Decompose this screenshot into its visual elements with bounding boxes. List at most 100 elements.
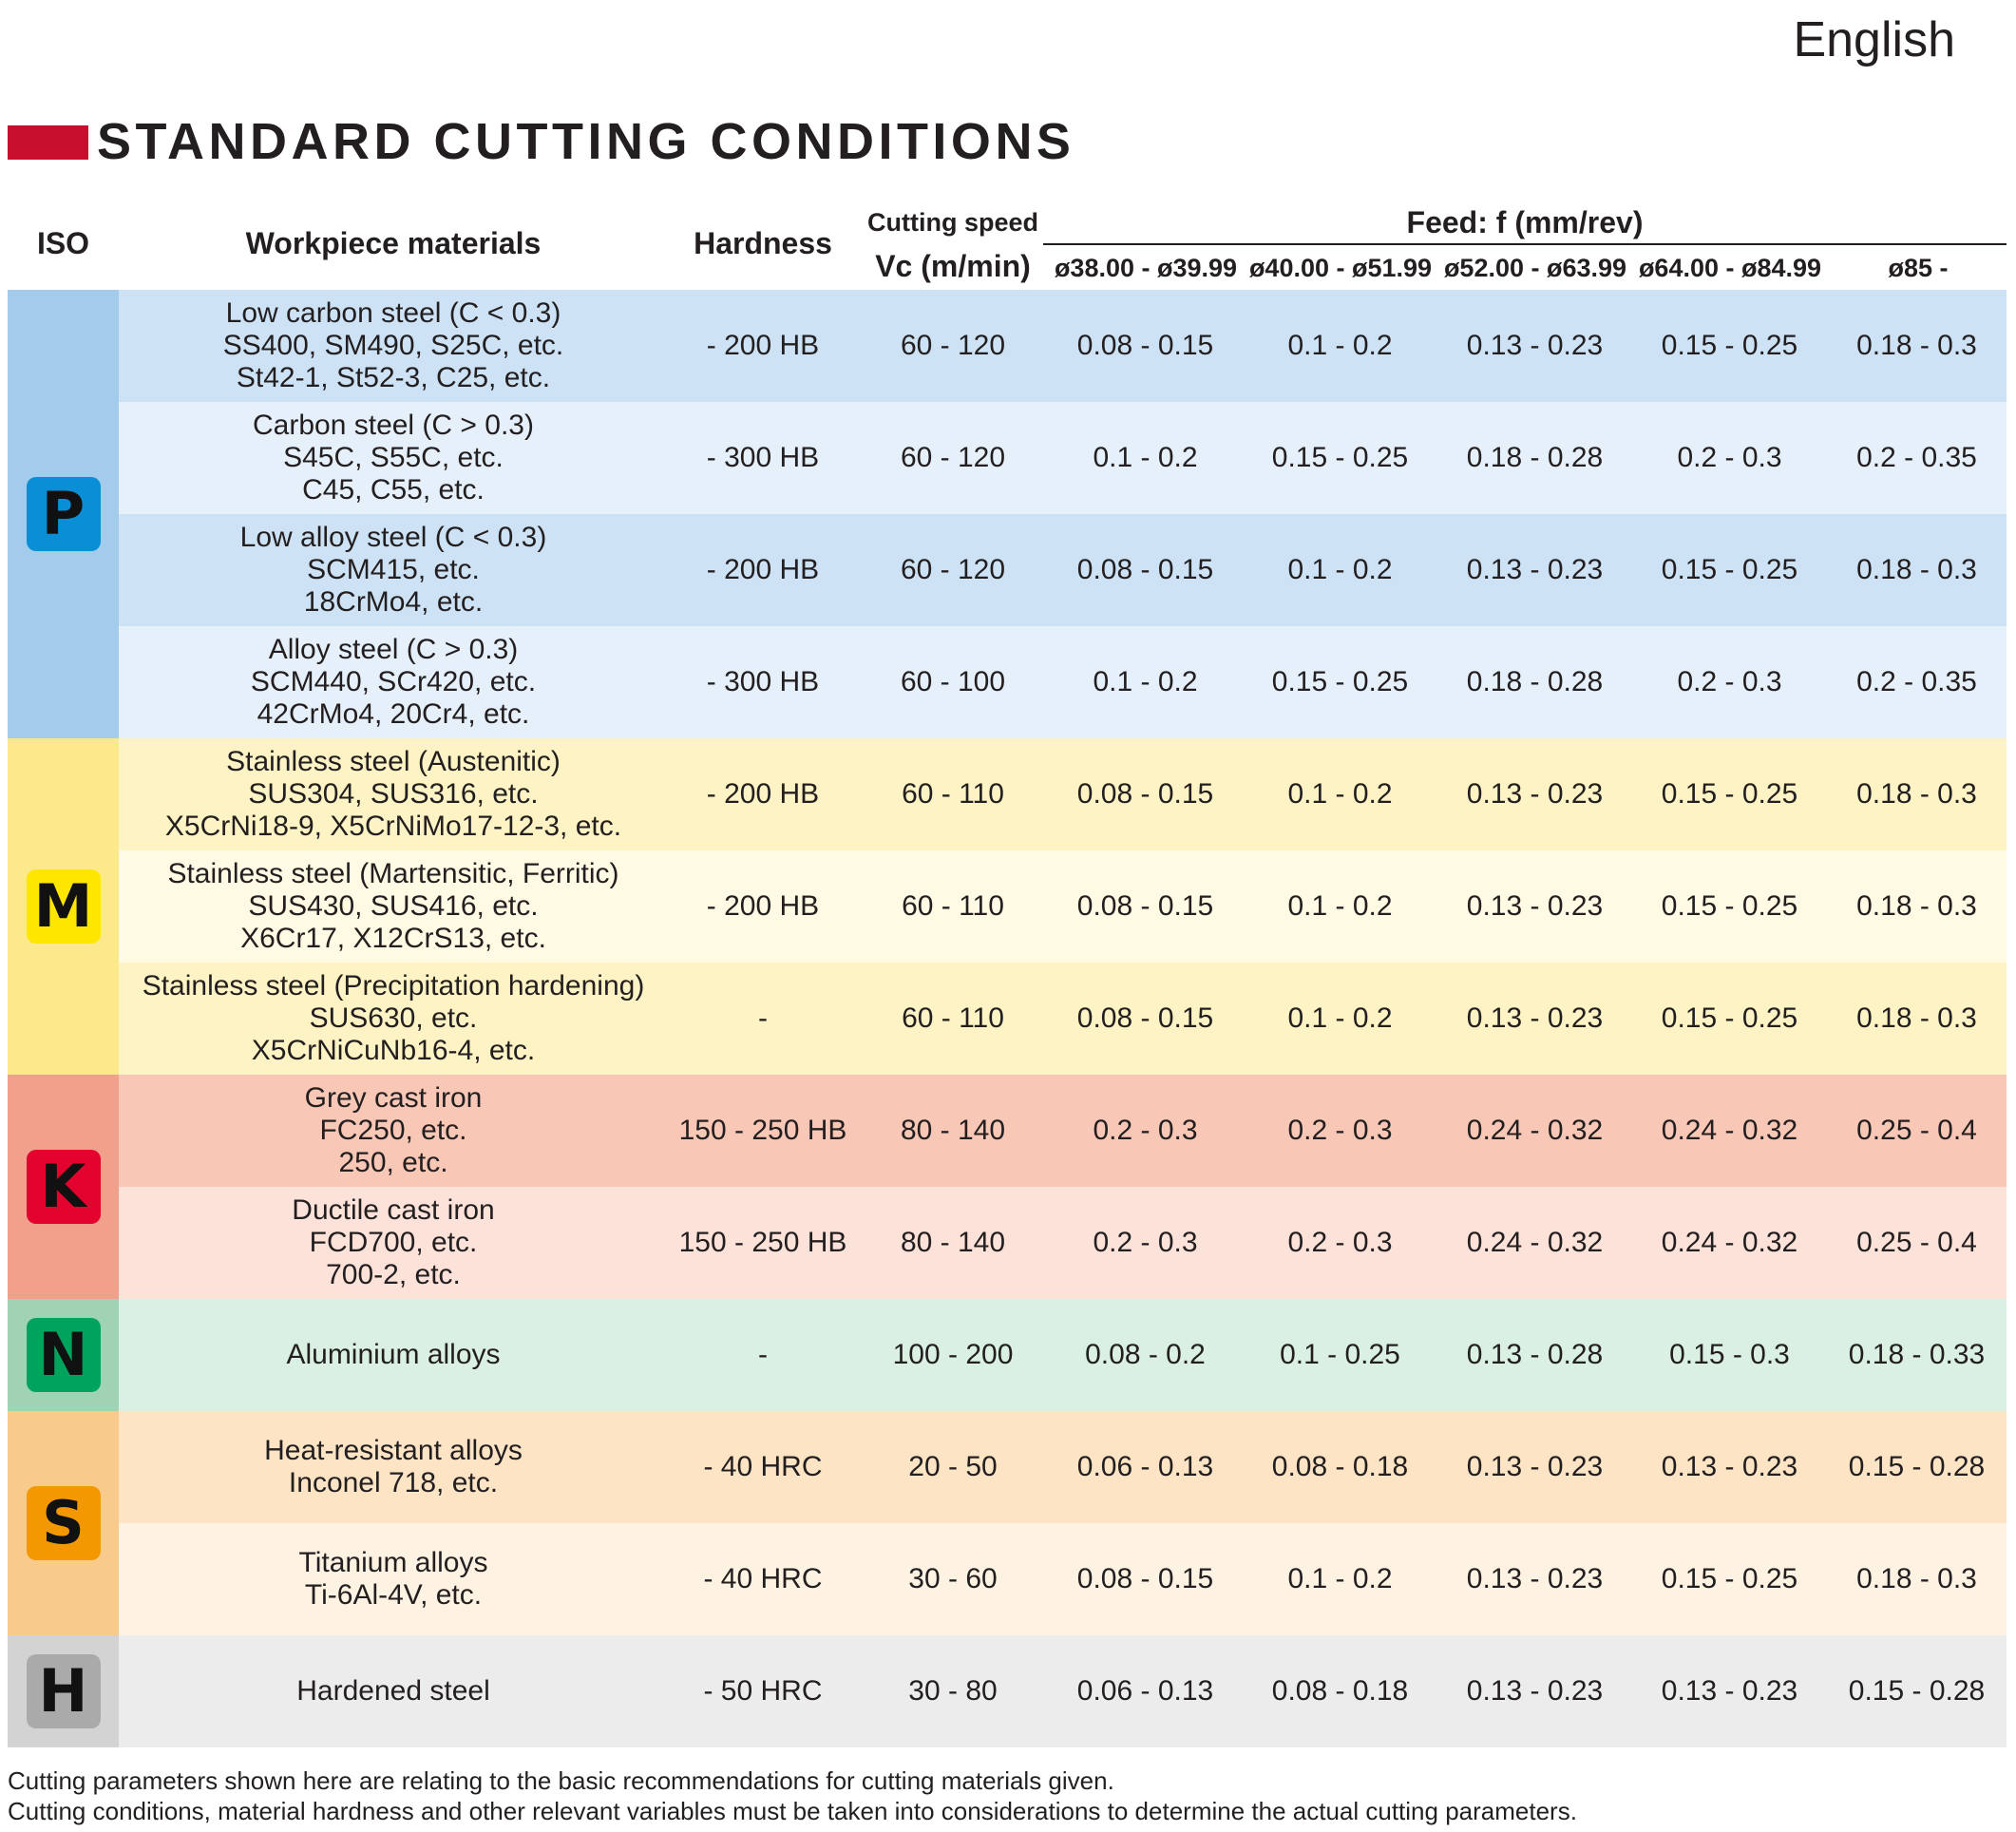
cutting-speed-cell: 60 - 120 — [900, 554, 1006, 585]
hardness-cell: - — [758, 1339, 768, 1370]
material-line: Inconel 718, etc. — [288, 1467, 499, 1498]
cutting-speed-cell: 60 - 110 — [902, 890, 1004, 922]
feed-cell: 0.18 - 0.3 — [1856, 330, 1977, 361]
hardness-cell: - 300 HB — [706, 442, 820, 473]
hardness-cell: - 50 HRC — [703, 1675, 823, 1707]
feed-cell: 0.13 - 0.23 — [1466, 554, 1604, 585]
feed-cell: 0.15 - 0.25 — [1661, 1002, 1798, 1034]
material-cell: Grey cast iron FC250, etc. 250, etc. — [119, 1075, 668, 1187]
feed-cell: 0.08 - 0.15 — [1076, 890, 1214, 922]
table-row — [119, 1075, 2006, 1187]
material-line: 250, etc. — [338, 1147, 448, 1178]
material-line: SUS630, etc. — [309, 1002, 478, 1034]
feed-cell: 0.18 - 0.3 — [1856, 1563, 1977, 1594]
feed-cell: 0.13 - 0.23 — [1466, 330, 1604, 361]
cutting-speed-cell: 60 - 120 — [900, 330, 1006, 361]
feed-cell: 0.06 - 0.13 — [1076, 1675, 1214, 1707]
header-hardness: Hardness — [694, 226, 832, 260]
table-row — [119, 1187, 2006, 1299]
feed-cell: 0.18 - 0.3 — [1856, 554, 1977, 585]
material-line: Titanium alloys — [298, 1547, 488, 1578]
hardness-cell: - 200 HB — [706, 778, 820, 810]
material-line: X5CrNi18-9, X5CrNiMo17-12-3, etc. — [164, 811, 622, 842]
material-cell: Stainless steel (Martensitic, Ferritic) S… — [119, 850, 668, 963]
table-row — [119, 1411, 2006, 1523]
hardness-cell: 150 - 250 HB — [678, 1227, 847, 1258]
feed-cell: 0.08 - 0.18 — [1271, 1675, 1409, 1707]
feed-cell: 0.1 - 0.2 — [1287, 330, 1393, 361]
material-line: Stainless steel (Martensitic, Ferritic) — [167, 858, 619, 889]
material-line: SUS430, SUS416, etc. — [248, 890, 539, 922]
feed-cell: 0.15 - 0.25 — [1661, 1563, 1798, 1594]
feed-cell: 0.08 - 0.15 — [1076, 330, 1214, 361]
feed-cell: 0.08 - 0.15 — [1076, 778, 1214, 810]
feed-cell: 0.1 - 0.2 — [1287, 1002, 1393, 1034]
header-workpiece-materials: Workpiece materials — [245, 226, 542, 260]
cutting-speed-cell: 60 - 100 — [900, 666, 1006, 697]
material-cell: Alloy steel (C > 0.3) SCM440, SCr420, etc… — [119, 626, 668, 738]
table-row — [119, 514, 2006, 626]
hardness-cell: - 300 HB — [706, 666, 820, 697]
header-cutting-speed: Cutting speed — [867, 208, 1038, 237]
feed-cell: 0.15 - 0.25 — [1661, 330, 1798, 361]
material-line: Low alloy steel (C < 0.3) — [239, 522, 547, 553]
feed-cell: 0.08 - 0.2 — [1085, 1339, 1206, 1370]
material-line: X5CrNiCuNb16-4, etc. — [251, 1035, 536, 1066]
material-cell: Low alloy steel (C < 0.3) SCM415, etc. 18C… — [119, 514, 668, 626]
feed-cell: 0.13 - 0.28 — [1466, 1339, 1604, 1370]
iso-group-s: S — [8, 1411, 119, 1635]
feed-cell: 0.15 - 0.28 — [1848, 1675, 1986, 1707]
hardness-cell: - 200 HB — [706, 890, 820, 922]
feed-cell: 0.18 - 0.28 — [1466, 666, 1604, 697]
feed-cell: 0.13 - 0.23 — [1466, 1675, 1604, 1707]
iso-badge-m: M — [26, 869, 101, 944]
iso-group-m: M — [8, 738, 119, 1075]
feed-cell: 0.15 - 0.25 — [1661, 890, 1798, 922]
header-diameter-2: ø40.00 - ø51.99 — [1248, 254, 1433, 282]
feed-cell: 0.1 - 0.2 — [1287, 554, 1393, 585]
feed-cell: 0.2 - 0.3 — [1677, 666, 1782, 697]
iso-group-h: H — [8, 1635, 119, 1747]
material-line: S45C, S55C, etc. — [283, 442, 504, 473]
feed-cell: 0.1 - 0.2 — [1093, 442, 1198, 473]
cutting-speed-cell: 20 - 50 — [908, 1451, 998, 1482]
header-vc-unit: Vc (m/min) — [875, 249, 1031, 283]
cutting-conditions-table: ISO Workpiece materials Hardness Cutting… — [8, 190, 2006, 1753]
feed-cell: 0.18 - 0.3 — [1856, 890, 1977, 922]
material-cell: Carbon steel (C > 0.3) S45C, S55C, etc. C4… — [119, 402, 668, 514]
feed-cell: 0.24 - 0.32 — [1661, 1227, 1798, 1258]
material-line: SUS304, SUS316, etc. — [248, 778, 539, 810]
material-line: Grey cast iron — [304, 1082, 483, 1114]
material-line: 700-2, etc. — [326, 1259, 461, 1290]
feed-cell: 0.18 - 0.28 — [1466, 442, 1604, 473]
feed-cell: 0.1 - 0.2 — [1287, 1563, 1393, 1594]
material-line: Ductile cast iron — [292, 1194, 495, 1226]
material-line: 18CrMo4, etc. — [303, 586, 484, 618]
material-line: X6Cr17, X12CrS13, etc. — [240, 923, 546, 954]
iso-badge-p: P — [26, 477, 101, 551]
table-row — [119, 963, 2006, 1075]
iso-badge-n: N — [26, 1318, 101, 1392]
table-row — [119, 1635, 2006, 1747]
feed-cell: 0.15 - 0.25 — [1271, 442, 1409, 473]
material-line: FCD700, etc. — [309, 1227, 478, 1258]
header-iso: ISO — [36, 226, 90, 260]
header-diameter-5: ø85 - — [1888, 254, 1949, 282]
header-diameter-3: ø52.00 - ø63.99 — [1443, 254, 1627, 282]
feed-cell: 0.18 - 0.3 — [1856, 1002, 1977, 1034]
material-line: St42-1, St52-3, C25, etc. — [236, 362, 551, 393]
feed-cell: 0.25 - 0.4 — [1856, 1115, 1977, 1146]
feed-cell: 0.15 - 0.25 — [1661, 778, 1798, 810]
cutting-speed-cell: 80 - 140 — [900, 1227, 1006, 1258]
feed-cell: 0.1 - 0.2 — [1287, 890, 1393, 922]
material-line: C45, C55, etc. — [302, 474, 485, 506]
feed-cell: 0.06 - 0.13 — [1076, 1451, 1214, 1482]
cutting-speed-cell: 30 - 80 — [908, 1675, 998, 1707]
material-line: Heat-resistant alloys — [264, 1435, 523, 1466]
feed-cell: 0.15 - 0.3 — [1669, 1339, 1790, 1370]
feed-cell: 0.15 - 0.25 — [1271, 666, 1409, 697]
table-row — [119, 626, 2006, 738]
material-line: FC250, etc. — [319, 1115, 467, 1146]
feed-cell: 0.13 - 0.23 — [1466, 778, 1604, 810]
material-line: Hardened steel — [296, 1675, 490, 1707]
